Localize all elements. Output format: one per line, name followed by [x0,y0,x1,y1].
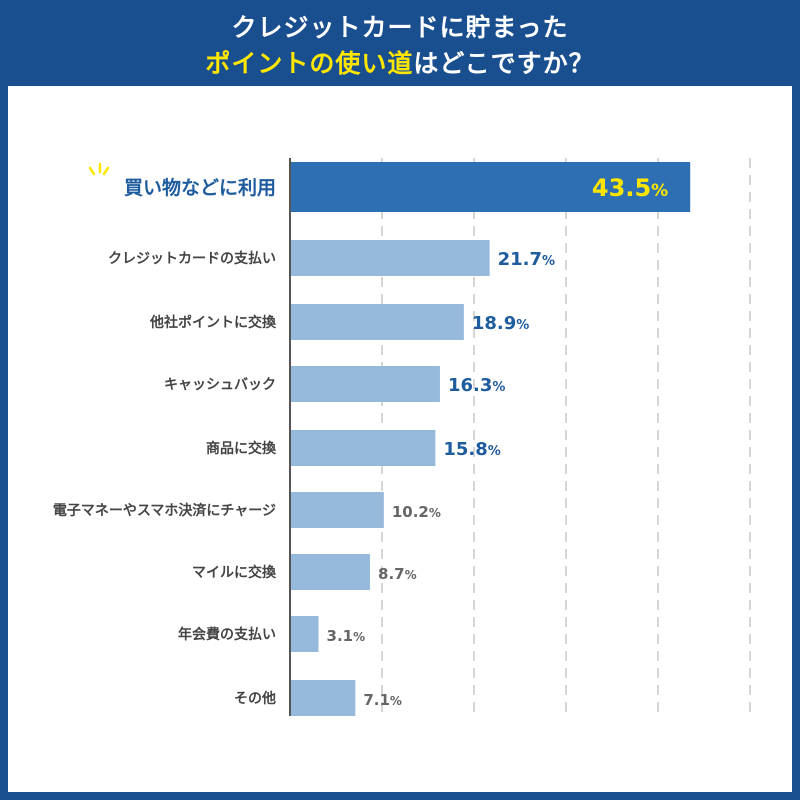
value-label: 18.9% [472,313,529,334]
value-unit: % [390,694,402,708]
value-number: 18.9 [472,313,516,334]
bar [290,492,384,528]
chart-title-line2: ポイントの使い道はどこですか？ [0,44,800,80]
bar [290,304,464,340]
category-label: クレジットカードの支払い [108,250,276,267]
value-unit: % [516,318,529,333]
value-number: 16.3 [448,375,492,396]
value-unit: % [542,254,555,269]
value-number: 43.5 [592,174,651,202]
bar [290,366,440,402]
value-number: 21.7 [498,249,542,270]
category-label: 電子マネーやスマホ決済にチャージ [53,502,276,519]
value-label: 3.1% [327,627,366,645]
value-label: 15.8% [443,439,500,460]
chart-title-rest: はどこですか？ [413,49,595,78]
value-unit: % [492,380,505,395]
value-unit: % [651,181,668,201]
value-unit: % [429,506,441,520]
value-unit: % [353,630,365,644]
bar [290,240,490,276]
value-label: 8.7% [378,565,417,583]
value-number: 8.7 [378,565,405,583]
category-label: 商品に交換 [206,440,277,457]
value-label: 21.7% [498,249,555,270]
value-unit: % [405,568,417,582]
sparkle-icon [88,166,96,176]
category-label: 買い物などに利用 [124,176,276,199]
bar-chart: 買い物などに利用 43.5% クレジットカードの支払い 21.7% 他社ポイントに交換 1… [53,158,751,716]
value-label: 10.2% [392,503,441,521]
category-label: 他社ポイントに交換 [149,314,277,331]
value-number: 15.8 [443,439,487,460]
chart-panel: 買い物などに利用 43.5% クレジットカードの支払い 21.7% 他社ポイントに交換 1… [8,86,792,792]
bar [290,430,436,466]
bar [290,680,356,716]
chart-title-line1: クレジットカードに貯まった [231,13,569,42]
bar [290,616,319,652]
value-label: 7.1% [363,691,402,709]
category-label: 年会費の支払い [178,626,276,643]
bar [290,554,371,590]
value-label: 16.3% [448,375,505,396]
value-unit: % [488,444,501,459]
value-number: 3.1 [327,627,354,645]
header: クレジットカードに貯まった ポイントの使い道はどこですか？ [0,0,800,84]
chart-title-highlight: ポイントの使い道 [205,49,414,78]
category-label: その他 [234,690,276,707]
bar [290,162,691,212]
category-label: キャッシュバック [164,377,276,393]
value-label: 43.5% [592,174,668,202]
value-number: 7.1 [363,691,390,709]
category-label: マイルに交換 [192,564,277,581]
value-number: 10.2 [392,503,429,521]
sparkle-icon [102,166,110,176]
